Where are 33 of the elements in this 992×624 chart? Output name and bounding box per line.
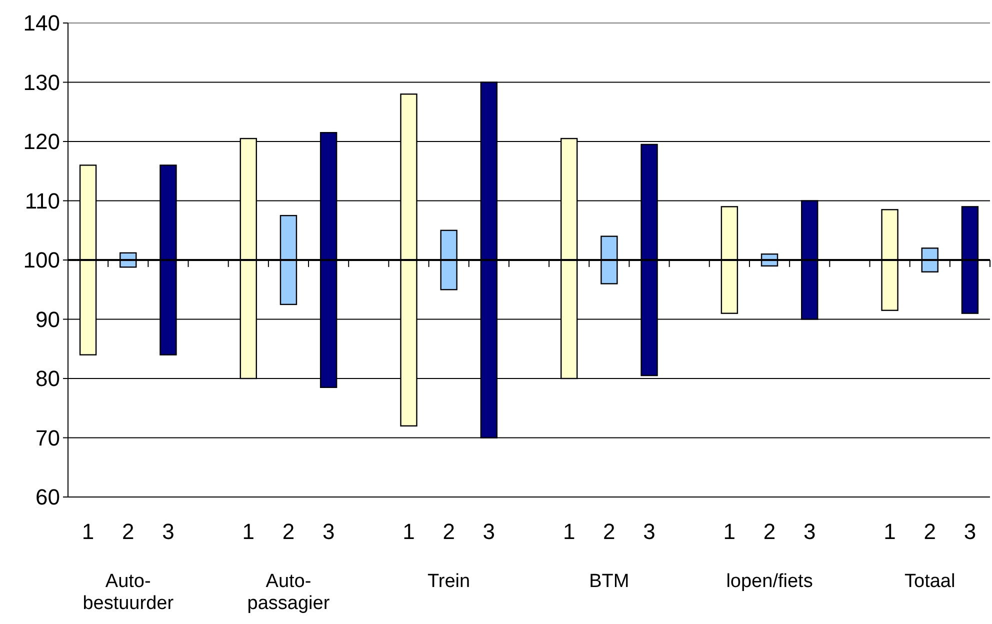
x-tick-label: 1: [562, 519, 576, 544]
y-tick-label: 110: [24, 188, 60, 214]
y-tick-label: 130: [23, 70, 60, 95]
x-tick-label: 2: [122, 519, 134, 544]
x-tick-label: 2: [442, 519, 455, 544]
x-tick-label: 2: [924, 519, 936, 544]
y-tick-label: 140: [23, 10, 60, 36]
text: Totaal: [904, 571, 956, 592]
x-tick-label: 2: [763, 519, 776, 544]
y-tick-label: 90: [36, 306, 60, 332]
x-tick-label: 3: [803, 519, 816, 544]
x-tick-label: 1: [242, 519, 255, 544]
x-tick-label: 3: [964, 519, 976, 544]
y-tick-label: 70: [36, 425, 60, 450]
x-tick-label: 1: [82, 519, 94, 544]
text: Auto- bestuurder: [82, 571, 174, 614]
x-tick-label: 3: [162, 519, 174, 544]
y-tick-label: 80: [36, 366, 60, 392]
x-tick-label: 2: [603, 519, 616, 544]
text: Trein: [428, 571, 470, 592]
text: lopen/fiets: [726, 571, 813, 592]
y-tick-label: 120: [23, 129, 60, 154]
x-tick-label: 1: [723, 519, 736, 544]
text: Auto- passagier: [247, 571, 330, 614]
x-tick-label: 3: [482, 519, 496, 544]
x-tick-label: 1: [884, 519, 896, 544]
x-tick-label: 3: [643, 519, 656, 544]
y-tick-label: 100: [23, 248, 60, 273]
text: BTM: [589, 571, 630, 592]
y-tick-label: 60: [36, 484, 60, 510]
x-tick-label: 3: [322, 519, 335, 544]
x-tick-label: 1: [402, 519, 415, 544]
x-tick-label: 2: [282, 519, 295, 544]
